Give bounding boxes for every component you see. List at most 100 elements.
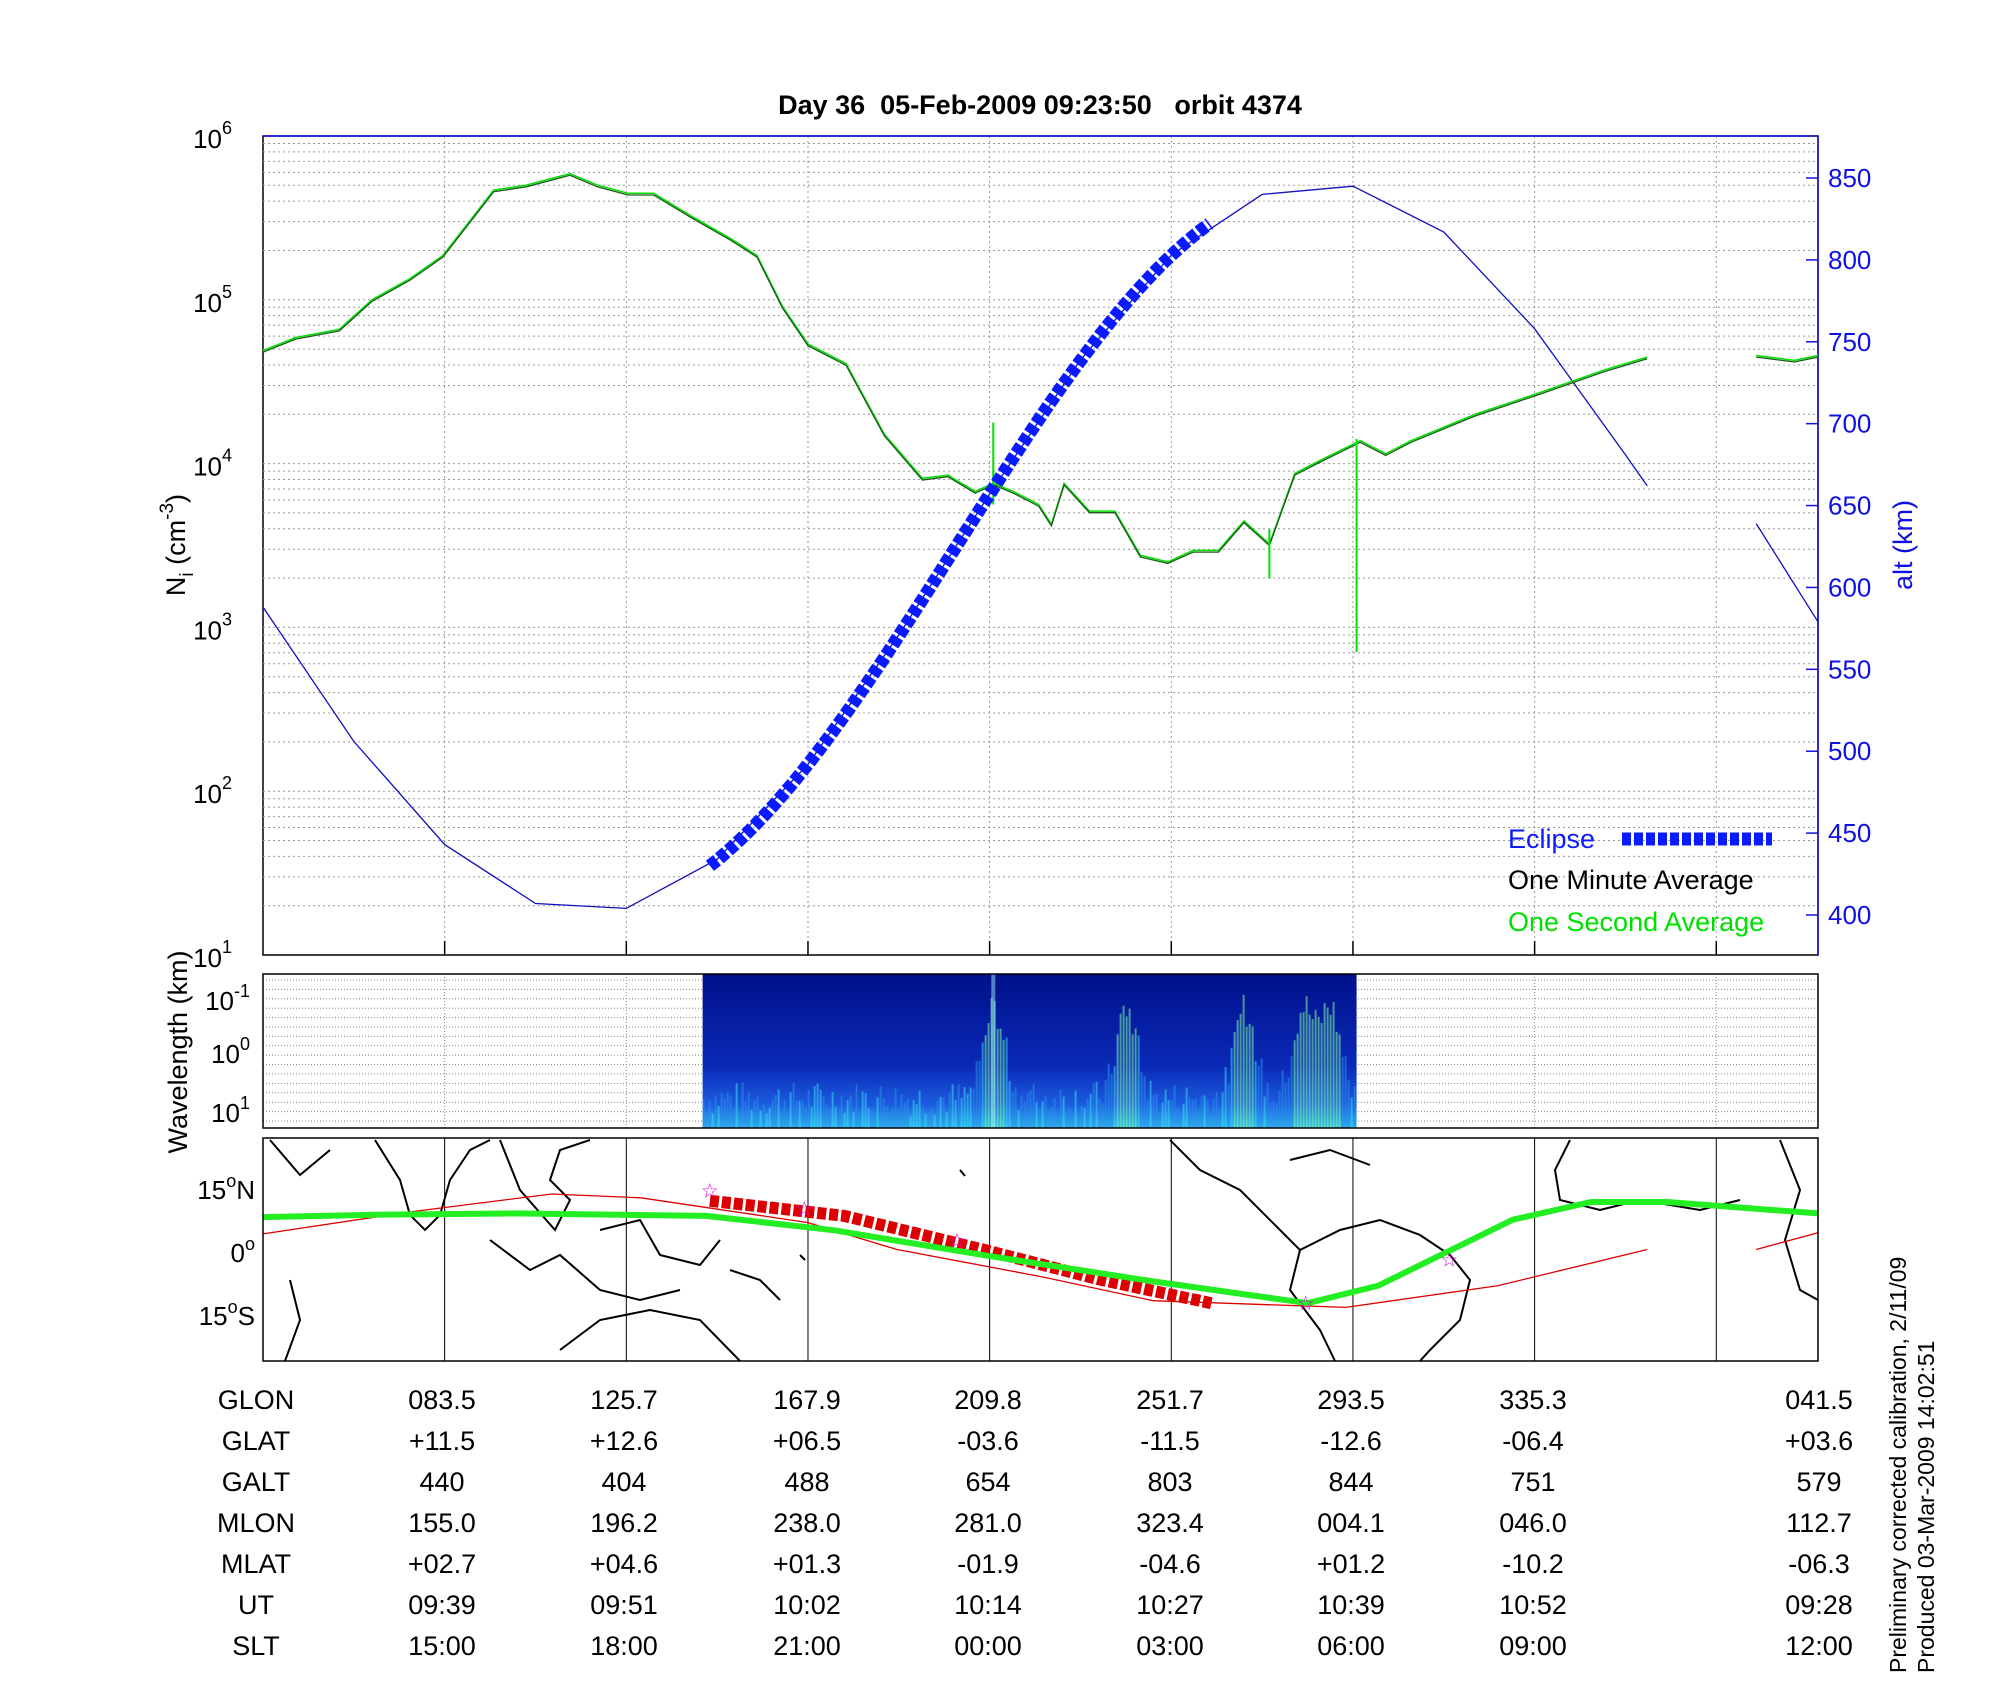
y-tick-base: 10 <box>193 288 222 318</box>
y-tick-label: 103 <box>193 609 232 645</box>
map-grid <box>444 1138 1717 1361</box>
spectrogram-column <box>1062 1096 1065 1128</box>
spectrogram-column <box>999 1028 1002 1128</box>
y-tick-exp: 0 <box>240 1034 250 1054</box>
y2-tick-label: 650 <box>1828 491 1871 521</box>
legend-eclipse: Eclipse <box>1508 824 1595 854</box>
table-cell: 196.2 <box>590 1508 658 1538</box>
table-cell: -04.6 <box>1139 1549 1201 1579</box>
spectrogram-column <box>834 1106 837 1128</box>
spectrogram-column <box>879 1086 882 1128</box>
spectrogram-column <box>1314 1009 1317 1128</box>
table-cell: 12:00 <box>1785 1631 1853 1661</box>
spectrogram-column <box>1032 1084 1035 1128</box>
spectrogram-column <box>1233 1032 1236 1128</box>
spectrogram-column <box>1332 1002 1335 1128</box>
spectrogram-column <box>774 1094 777 1128</box>
y-tick-exp: 3 <box>222 609 232 629</box>
spectrogram-column <box>1203 1095 1206 1128</box>
spectrogram-column <box>1056 1115 1059 1128</box>
spectrogram-column <box>1350 1097 1353 1128</box>
table-cell: 654 <box>965 1467 1010 1497</box>
table-cell: 046.0 <box>1499 1508 1567 1538</box>
spectrogram-column <box>1215 1092 1218 1128</box>
spectrogram-column <box>1116 1034 1119 1128</box>
spectrogram-column <box>1302 1012 1305 1128</box>
spectrogram-column <box>1125 1016 1128 1128</box>
spectrogram-column <box>1179 1114 1182 1128</box>
spectrogram-column <box>789 1092 792 1128</box>
table-cell: 112.7 <box>1786 1508 1852 1538</box>
spectrogram-column <box>792 1082 795 1128</box>
table-cell: 251.7 <box>1136 1385 1204 1415</box>
legend-one-minute: One Minute Average <box>1508 865 1754 895</box>
coast-africa-west <box>1553 1139 1818 1301</box>
spectrogram-column <box>1044 1096 1047 1128</box>
spectrogram-column <box>978 1060 981 1128</box>
table-cell: +03.6 <box>1785 1426 1853 1456</box>
spectrogram-column <box>948 1092 951 1128</box>
map-lat-label: 15oS <box>199 1297 255 1331</box>
spectrogram-column <box>1263 1096 1266 1128</box>
table-cell: 803 <box>1147 1467 1192 1497</box>
spectrogram-column <box>1131 1034 1134 1128</box>
spectrogram-column <box>1095 1081 1098 1128</box>
spectrogram-column <box>765 1113 768 1128</box>
lat-value: 0 <box>231 1238 245 1268</box>
spectrogram-column <box>786 1114 789 1128</box>
spectrogram-column <box>822 1096 825 1128</box>
spectrogram-column <box>819 1089 822 1128</box>
spectrogram-column <box>747 1092 750 1128</box>
table-cell: 09:39 <box>408 1590 476 1620</box>
lat-degree: o <box>245 1234 255 1254</box>
spectrogram-column <box>1287 1077 1290 1128</box>
spectrogram-column <box>885 1106 888 1128</box>
spectrogram-column <box>1080 1106 1083 1128</box>
spectrogram-column <box>1239 1013 1242 1128</box>
spectrogram-column <box>1275 1102 1278 1128</box>
spectrogram-column <box>987 1023 990 1128</box>
table-cell: 09:28 <box>1785 1590 1853 1620</box>
y-tick-base: 10 <box>193 124 222 154</box>
spectrogram-column <box>798 1100 801 1128</box>
spectrogram-column <box>720 1092 723 1128</box>
eclipse-track <box>709 1194 1213 1310</box>
map-lat-label: 0o <box>231 1234 255 1268</box>
table-cell: 10:27 <box>1136 1590 1204 1620</box>
spectrogram-column <box>1173 1084 1176 1128</box>
table-cell: -06.3 <box>1788 1549 1850 1579</box>
row-label-slt: SLT <box>232 1631 280 1661</box>
spectrogram-column <box>1071 1114 1074 1128</box>
y-tick-exp: 1 <box>240 1093 250 1113</box>
table-cell: 488 <box>784 1467 829 1497</box>
spectrogram-column <box>906 1099 909 1128</box>
y-tick-base: 10 <box>211 1039 240 1069</box>
spectrogram-column <box>738 1111 741 1128</box>
spectrogram-column <box>1050 1107 1053 1128</box>
spectrogram-column <box>1194 1099 1197 1128</box>
map-tracks: ☆ ☆ ☆ ☆ ☆ <box>262 1181 1819 1315</box>
spectrogram-column <box>969 1087 972 1128</box>
spectrogram-column <box>762 1103 765 1128</box>
spectrogram-column <box>861 1091 864 1128</box>
altitude-line <box>262 185 1648 910</box>
y-tick-label: 102 <box>193 773 232 809</box>
spectrogram-column <box>846 1100 849 1128</box>
spectrogram-column <box>1188 1097 1191 1128</box>
spectrogram-column <box>867 1107 870 1128</box>
footer-produced: Produced 03-Mar-2009 14:02:51 <box>1913 1341 1939 1673</box>
spectrogram-column <box>810 1106 813 1128</box>
table-cell: 10:39 <box>1317 1590 1385 1620</box>
spectrogram-column <box>864 1092 867 1128</box>
table-cell: -03.6 <box>957 1426 1019 1456</box>
spectrogram-column <box>1068 1108 1071 1128</box>
spectrogram-column <box>1176 1107 1179 1128</box>
spectrogram-column <box>1020 1095 1023 1128</box>
spectrogram-column <box>984 1035 987 1128</box>
spectrogram-column <box>1119 1013 1122 1128</box>
spectrogram-column <box>1035 1102 1038 1128</box>
spectrogram-column <box>1296 1033 1299 1128</box>
coast-americas <box>1169 1139 1472 1361</box>
spectrogram-column <box>717 1106 720 1128</box>
